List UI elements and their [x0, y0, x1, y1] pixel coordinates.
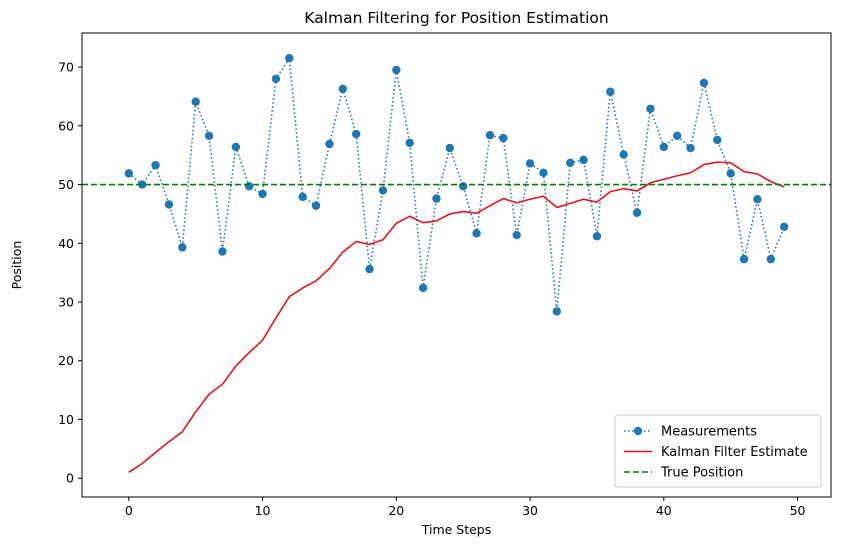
measurement-point [565, 158, 575, 168]
measurement-point [713, 135, 722, 145]
measurement-point [418, 283, 428, 293]
series-line-kalman-filter-estimate [128, 161, 785, 473]
measurement-point [178, 243, 187, 252]
measurement-point [592, 232, 602, 241]
measurement-point [672, 131, 682, 140]
measurement-point [552, 307, 562, 316]
measurement-point [204, 131, 214, 140]
measurement-point [218, 247, 227, 256]
measurement-point [244, 182, 254, 191]
y-tick-label: 10 [58, 412, 74, 427]
measurement-point [378, 186, 388, 195]
measurement-point [191, 97, 200, 106]
measurement-point [392, 65, 401, 75]
measurement-point [351, 129, 361, 139]
measurement-point [659, 142, 669, 152]
measurement-point [606, 87, 615, 96]
measurement-point [766, 254, 776, 264]
x-tick-label: 40 [656, 503, 672, 518]
measurement-point [646, 104, 655, 113]
legend-label: True Position [660, 466, 743, 481]
measurement-point [298, 192, 307, 202]
measurement-point [499, 133, 508, 143]
measurement-point [258, 189, 267, 199]
measurement-point [525, 159, 535, 168]
measurement-point [619, 150, 628, 159]
measurement-point [472, 229, 481, 238]
measurement-point [686, 143, 695, 153]
measurement-point [164, 200, 174, 209]
measurement-point [739, 254, 749, 264]
x-tick-label: 50 [790, 503, 806, 518]
measurement-point [539, 168, 548, 177]
measurement-point [137, 180, 147, 189]
measurement-point [285, 54, 294, 63]
y-tick-label: 60 [58, 118, 74, 133]
y-tick-label: 50 [58, 177, 74, 192]
legend: Measurements Kalman Filter Estimate True P… [614, 414, 822, 488]
y-tick-label: 30 [58, 295, 74, 310]
measurement-point [151, 160, 160, 170]
measurement-point [458, 182, 468, 191]
measurement-point [726, 169, 735, 178]
measurement-point [405, 138, 414, 148]
legend-label: Kalman Filter Estimate [661, 445, 808, 460]
plot-area [82, 54, 831, 473]
legend-marker [633, 426, 643, 436]
x-tick-label: 20 [388, 503, 404, 518]
measurement-point [579, 155, 588, 165]
measurement-point [338, 84, 348, 93]
measurement-point [779, 222, 789, 232]
y-tick-label: 0 [66, 471, 74, 486]
y-tick-label: 70 [58, 60, 74, 75]
x-tick-label: 30 [522, 503, 538, 518]
axes: 0 10 20 30 40 50 0 10 20 30 40 50 60 70 [58, 60, 805, 518]
measurement-point [271, 74, 281, 84]
measurement-point [311, 201, 321, 210]
y-tick-label: 20 [58, 353, 74, 368]
measurement-point [124, 169, 134, 178]
measurement-point [365, 264, 374, 274]
measurement-point [753, 195, 762, 204]
measurement-point [632, 208, 642, 217]
chart-title: Kalman Filtering for Position Estimation [304, 9, 608, 27]
measurement-point [325, 139, 334, 149]
x-tick-label: 10 [255, 503, 271, 518]
measurement-point [445, 143, 455, 153]
measurement-point [231, 142, 241, 152]
y-axis-label: Position [9, 241, 24, 290]
y-tick-label: 40 [58, 236, 74, 251]
plot-frame [81, 32, 832, 498]
legend-label: Measurements [661, 425, 757, 440]
x-axis-label: Time Steps [421, 522, 492, 537]
x-tick-label: 0 [125, 503, 133, 518]
legend-box [614, 414, 822, 488]
measurement-point [512, 230, 521, 240]
measurement-point [699, 78, 709, 88]
measurement-point [432, 194, 441, 203]
measurement-point [485, 130, 495, 140]
